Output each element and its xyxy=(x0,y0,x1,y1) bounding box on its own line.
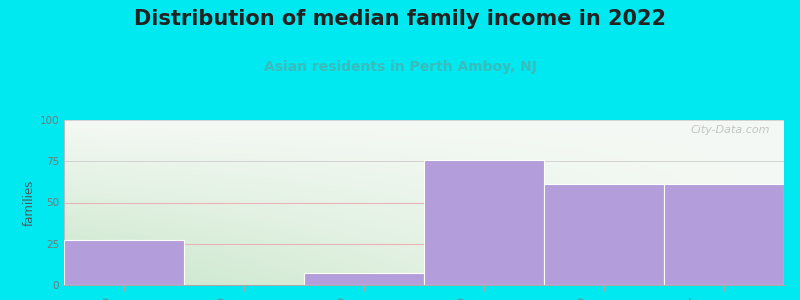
Text: Distribution of median family income in 2022: Distribution of median family income in … xyxy=(134,9,666,29)
Bar xyxy=(304,274,424,285)
Y-axis label: families: families xyxy=(22,179,35,226)
Text: City-Data.com: City-Data.com xyxy=(690,125,770,135)
Bar xyxy=(64,241,184,285)
Bar xyxy=(424,160,544,285)
Bar xyxy=(664,184,784,285)
Bar xyxy=(544,184,664,285)
Text: Asian residents in Perth Amboy, NJ: Asian residents in Perth Amboy, NJ xyxy=(263,60,537,74)
